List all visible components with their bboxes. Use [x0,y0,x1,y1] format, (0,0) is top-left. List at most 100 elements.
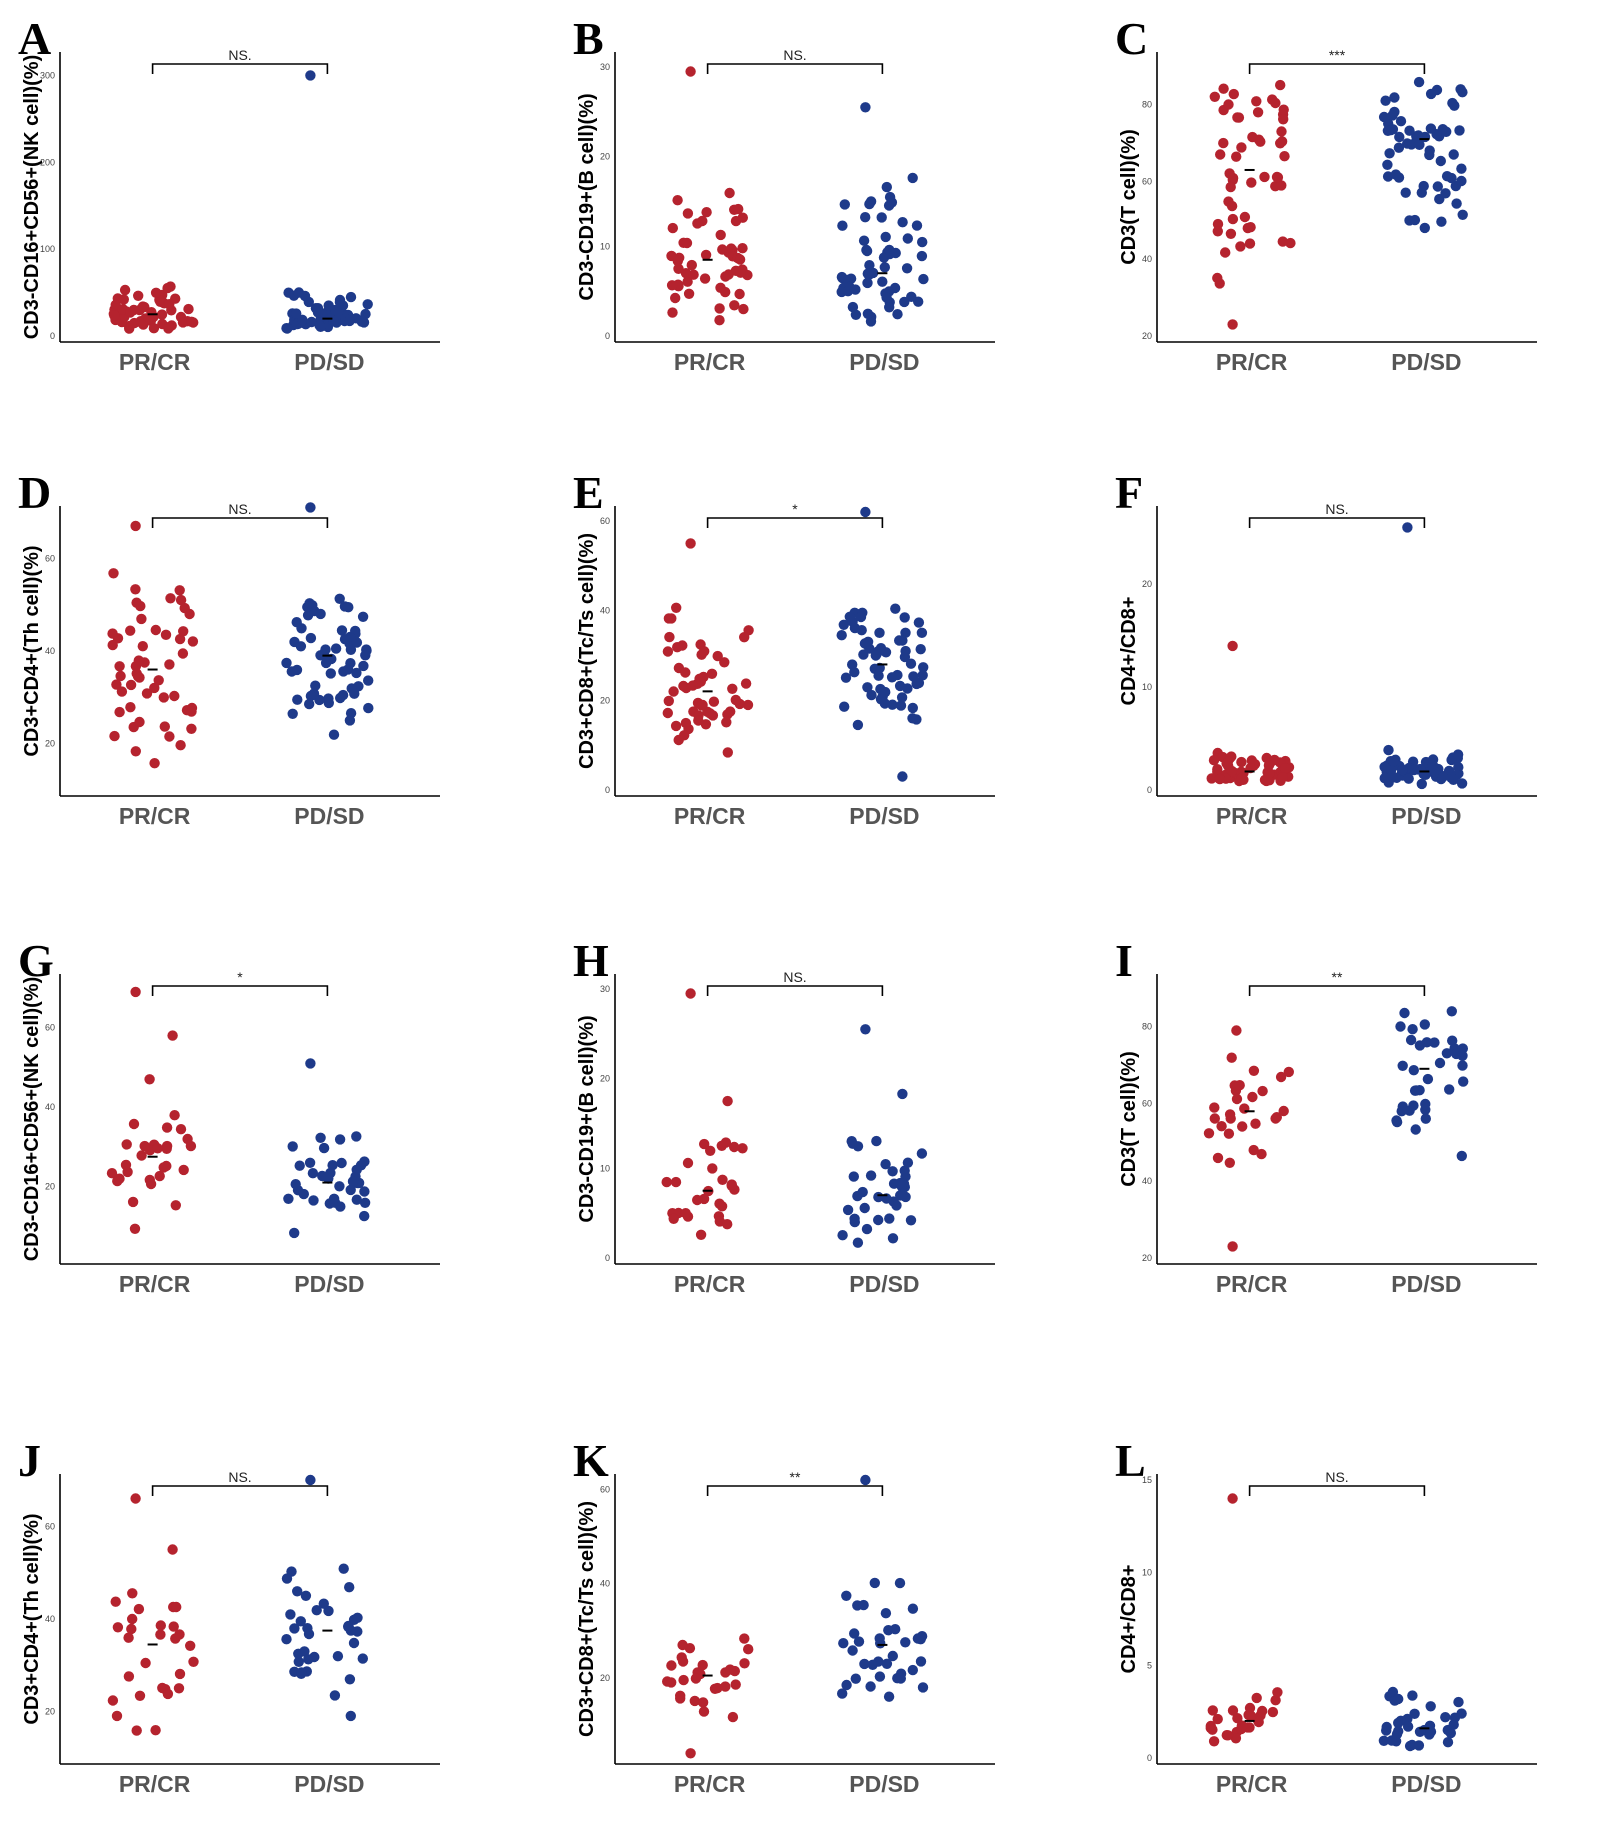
data-point-pd [310,680,321,691]
data-point-pr [697,1697,709,1708]
x-group-label: PD/SD [294,1271,364,1297]
data-point-pd [850,1673,861,1684]
data-point-pr [687,680,698,691]
data-point-pd [1457,1060,1468,1071]
data-point-pr [175,1124,187,1135]
y-tick-label: 20 [45,1707,55,1717]
data-point-pr [1222,1730,1234,1741]
data-point-pd [303,1654,314,1665]
panel-letter: K [573,1435,609,1486]
y-tick-label: 30 [600,984,610,994]
outlier-point-pr [144,1074,155,1085]
data-point-pr [136,613,147,625]
data-point-pd [874,627,885,638]
data-point-pr [109,730,120,742]
panel-letter: G [18,935,54,986]
data-point-pr [668,686,679,697]
data-point-pd [907,172,918,184]
y-tick-label: 40 [600,1579,610,1589]
data-point-pd [293,1656,304,1667]
data-point-pr [739,632,750,643]
data-point-pd [915,644,926,655]
data-point-pr [1236,772,1248,784]
data-point-pr [185,1140,197,1152]
data-point-pd [304,698,315,710]
x-group-label: PD/SD [294,803,364,829]
data-point-pd [1456,1150,1467,1162]
data-point-pd [852,1190,863,1202]
data-point-pd [1444,1084,1455,1095]
y-tick-label: 0 [605,1253,610,1263]
data-point-pd [917,236,928,248]
data-point-pr [1209,1113,1220,1124]
data-point-pd [336,1157,347,1169]
data-point-pr [1218,83,1229,94]
data-point-pd [1418,180,1429,192]
data-point-pd [1400,187,1411,198]
data-point-pd [286,666,297,677]
data-point-pd [1404,1740,1416,1752]
data-point-pd [916,627,928,638]
data-point-pd [283,1193,294,1204]
data-point-pr [187,636,199,647]
data-point-pr [729,300,740,311]
data-point-pr [688,269,699,280]
data-point-pd [1383,744,1394,756]
data-point-pr [1208,755,1220,766]
data-point-pr [725,706,736,717]
data-point-pr [726,1179,737,1190]
data-point-pd [281,1634,292,1645]
data-point-pd [907,713,918,724]
data-point-pd [839,199,850,210]
data-point-pr [720,1681,731,1692]
data-point-pd [1416,778,1427,790]
data-point-pd [899,1165,910,1176]
data-point-pr [1263,760,1275,771]
data-point-pd [1397,764,1408,775]
y-tick-label: 0 [605,331,610,341]
data-point-pd [1457,1043,1468,1054]
data-point-pd [363,675,374,686]
panel-letter: H [573,935,609,986]
data-point-pd [894,635,905,646]
y-tick-label: 40 [1142,254,1152,264]
data-point-pd [1397,1060,1408,1071]
data-point-pd [862,277,873,289]
outlier-point-pd [860,506,871,518]
data-point-pr [724,187,735,199]
data-point-pd [902,1157,914,1168]
data-point-pr [712,650,723,662]
data-point-pd [347,1176,359,1187]
data-point-pd [287,708,298,719]
data-point-pr [1270,1695,1281,1706]
data-point-pr [701,207,712,218]
data-point-pr [128,1118,140,1130]
data-point-pr [671,602,682,613]
y-tick-label: 300 [40,70,55,80]
outlier-point-pd [897,771,908,782]
data-point-pr [677,1639,688,1651]
data-point-pd [1407,1690,1418,1701]
data-point-pd [837,1688,848,1699]
data-point-pr [1267,1706,1279,1718]
y-tick-label: 60 [1142,1099,1152,1109]
data-point-pr [164,659,175,670]
data-point-pr [664,631,675,643]
data-point-pd [855,611,867,623]
panel-h: H CD3-CD19+(B cell)(%) 0 10 20 30 PR/CR PD/SD NS… [573,935,995,1297]
outlier-point-pr [685,538,696,549]
data-point-pr [737,1143,748,1154]
data-point-pd [874,1633,885,1644]
data-point-pd [1410,1124,1421,1135]
data-point-pd [283,287,294,298]
data-point-pd [837,1230,848,1241]
y-tick-label: 20 [600,152,610,162]
panel-l: L CD4+/CD8+ 0 5 10 15 PR/CR PD/SD NS. [1115,1435,1537,1797]
data-point-pd [897,217,908,228]
data-point-pd [862,268,873,279]
data-point-pd [1387,110,1398,121]
data-point-pd [328,315,339,327]
outlier-point-pr [130,986,141,998]
significance-bracket [706,63,884,74]
